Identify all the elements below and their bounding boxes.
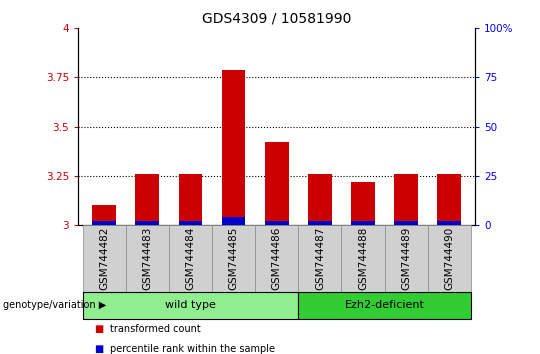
Bar xyxy=(394,174,418,225)
Bar xyxy=(308,221,332,225)
Text: genotype/variation ▶: genotype/variation ▶ xyxy=(3,300,106,310)
Text: transformed count: transformed count xyxy=(110,324,200,334)
Bar xyxy=(179,221,202,225)
Bar xyxy=(265,221,288,225)
Text: GSM744486: GSM744486 xyxy=(272,227,282,290)
Bar xyxy=(92,205,116,225)
Text: wild type: wild type xyxy=(165,300,216,310)
Bar xyxy=(136,221,159,225)
Bar xyxy=(179,174,202,225)
Bar xyxy=(437,174,461,225)
Text: GSM744485: GSM744485 xyxy=(228,227,239,290)
Text: ■: ■ xyxy=(94,324,104,334)
Text: GSM744489: GSM744489 xyxy=(401,227,411,290)
Text: GSM744483: GSM744483 xyxy=(143,227,152,290)
Bar xyxy=(351,221,375,225)
Text: GSM744484: GSM744484 xyxy=(185,227,195,290)
Title: GDS4309 / 10581990: GDS4309 / 10581990 xyxy=(202,12,352,26)
Bar xyxy=(222,70,246,225)
Text: GSM744490: GSM744490 xyxy=(444,227,454,290)
Text: GSM744487: GSM744487 xyxy=(315,227,325,290)
Bar xyxy=(351,182,375,225)
Bar xyxy=(222,217,246,225)
Text: GSM744488: GSM744488 xyxy=(358,227,368,290)
Bar xyxy=(265,142,288,225)
Text: percentile rank within the sample: percentile rank within the sample xyxy=(110,344,275,354)
Bar xyxy=(437,221,461,225)
Text: Ezh2-deficient: Ezh2-deficient xyxy=(345,300,424,310)
Text: ■: ■ xyxy=(94,344,104,354)
Bar xyxy=(308,174,332,225)
Bar xyxy=(136,174,159,225)
Bar xyxy=(394,221,418,225)
Text: GSM744482: GSM744482 xyxy=(99,227,109,290)
Bar xyxy=(92,221,116,225)
